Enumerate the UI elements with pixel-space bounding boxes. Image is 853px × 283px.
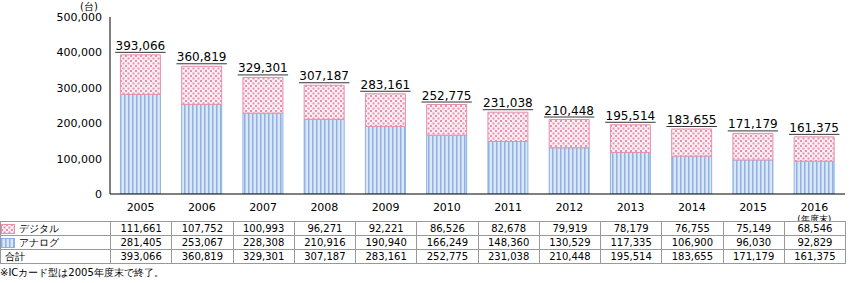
html-text:96,030: 96,030 [736,237,772,248]
svg-text:500,000: 500,000 [57,11,103,24]
html-text:デジタル: デジタル [19,223,59,234]
svg-text:0: 0 [95,188,102,201]
svg-text:161,375: 161,375 [789,121,839,135]
html-text:100,993: 100,993 [242,223,285,234]
svg-text:171,179: 171,179 [728,117,778,131]
html-text:210,448: 210,448 [549,251,591,262]
html-text:96,271: 96,271 [307,223,343,234]
html-text:393,066: 393,066 [120,251,162,262]
html-text:合計: 合計 [5,251,25,262]
html-text:130,529: 130,529 [549,237,591,248]
html-text:307,187: 307,187 [304,251,346,262]
html-text:195,514: 195,514 [610,251,652,262]
html-text:106,900: 106,900 [671,237,713,248]
svg-text:2014: 2014 [678,201,706,214]
html-text:252,775: 252,775 [426,251,468,262]
html-text:111,661: 111,661 [120,223,162,234]
html-text:82,678: 82,678 [491,223,527,234]
svg-text:2008: 2008 [310,201,338,214]
svg-text:329,301: 329,301 [238,61,288,75]
html-text:329,301: 329,301 [242,251,285,262]
html-text:(台): (台) [80,1,98,12]
svg-text:2012: 2012 [555,201,583,214]
html-text:148,360: 148,360 [487,237,530,248]
svg-text:393,066: 393,066 [116,39,166,53]
html-text:アナログ: アナログ [19,237,59,248]
html-text:86,526: 86,526 [429,223,465,234]
svg-text:360,819: 360,819 [177,50,227,64]
svg-text:210,448: 210,448 [544,104,594,118]
svg-text:183,655: 183,655 [667,113,717,127]
svg-text:2013: 2013 [617,201,645,214]
html-text:107,752: 107,752 [181,223,223,234]
html-text:360,819: 360,819 [181,251,223,262]
html-text:68,546: 68,546 [797,223,833,234]
html-text:161,375: 161,375 [794,251,836,262]
html-text:281,405: 281,405 [120,237,162,248]
svg-text:2006: 2006 [188,201,216,214]
svg-text:2015: 2015 [739,201,767,214]
svg-text:2011: 2011 [494,201,522,214]
svg-text:2010: 2010 [433,201,461,214]
svg-text:2007: 2007 [249,201,277,214]
svg-text:2016: 2016 [800,201,828,214]
svg-text:300,000: 300,000 [57,82,103,95]
svg-text:231,038: 231,038 [483,96,533,110]
html-text:171,179: 171,179 [732,251,775,262]
svg-text:400,000: 400,000 [57,46,103,59]
html-text:231,038: 231,038 [487,251,530,262]
svg-text:200,000: 200,000 [57,117,103,130]
html-text:166,249: 166,249 [426,237,468,248]
html-text:183,655: 183,655 [671,251,713,262]
svg-text:2005: 2005 [127,201,155,214]
svg-text:252,775: 252,775 [422,89,472,103]
html-text:※ICカード型は2005年度末で終了。: ※ICカード型は2005年度末で終了。 [0,267,164,278]
html-text:283,161: 283,161 [365,251,407,262]
html-text:75,149: 75,149 [736,223,772,234]
svg-text:195,514: 195,514 [606,109,656,123]
html-text:78,179: 78,179 [613,223,649,234]
svg-text:307,187: 307,187 [299,69,349,83]
svg-text:100,000: 100,000 [57,153,103,166]
html-text:228,308: 228,308 [242,237,285,248]
html-text:117,335: 117,335 [610,237,652,248]
svg-text:2009: 2009 [372,201,400,214]
html-text:92,829: 92,829 [797,237,833,248]
html-text:79,919: 79,919 [552,223,588,234]
html-text:190,940: 190,940 [365,237,407,248]
svg-text:283,161: 283,161 [361,78,411,92]
html-text:253,067: 253,067 [181,237,223,248]
html-text:210,916: 210,916 [304,237,346,248]
html-text:76,755: 76,755 [674,223,710,234]
html-text:92,221: 92,221 [368,223,404,234]
